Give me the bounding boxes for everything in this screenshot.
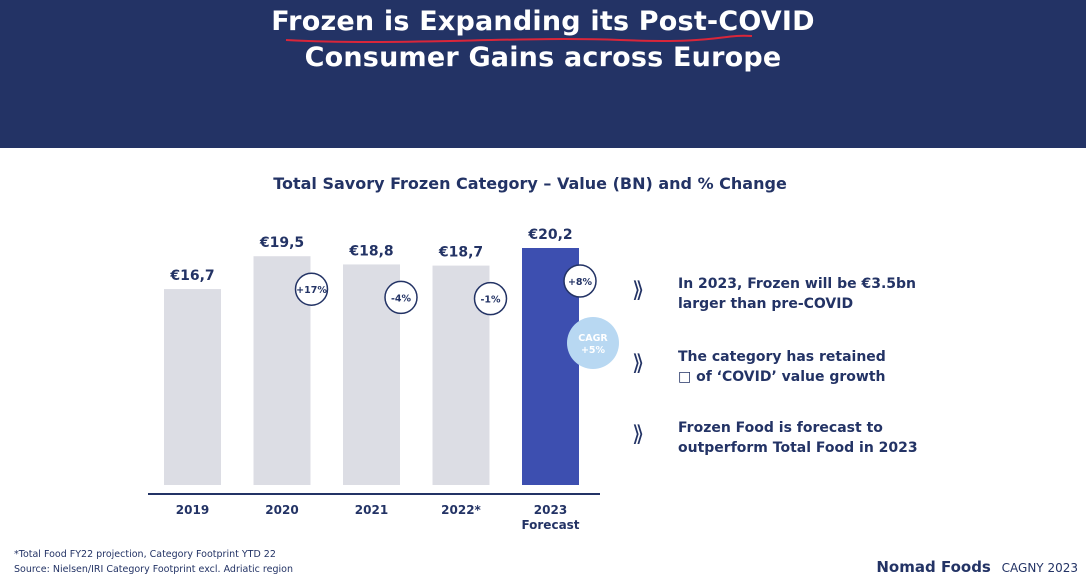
x-tick-label-2019: 2019 (176, 503, 209, 517)
bullet-2-line-1: The category has retained (678, 349, 886, 365)
x-tick-label-2021: 2021 (355, 503, 388, 517)
chevron-double-right-icon: ⟫ (632, 351, 645, 376)
bullet-3-line-2: outperform Total Food in 2023 (678, 440, 918, 456)
event-name: CAGNY 2023 (1001, 561, 1078, 575)
cagr-value: +5% (581, 345, 606, 356)
x-tick-label-2022*: 2022* (441, 503, 481, 517)
cagr-label: CAGR (578, 333, 608, 344)
pct-change-label-2020: +17% (296, 285, 327, 296)
x-tick-sublabel-2023: Forecast (521, 518, 579, 532)
bullet-1-line-2: larger than pre-COVID (678, 296, 854, 312)
bullet-3-line-1: Frozen Food is forecast to (678, 420, 883, 436)
red-underline-annotation (285, 34, 753, 43)
value-label-2021: €18,8 (348, 243, 393, 259)
chevron-double-right-icon: ⟫ (632, 422, 645, 447)
slide-title-line-2: Consumer Gains across Europe (304, 42, 782, 73)
bullet-point-1: ⟫ In 2023, Frozen will be €3.5bn larger … (632, 274, 1052, 320)
pct-change-badge-2022* (473, 281, 508, 316)
bullet-point-2: ⟫ The category has retained □ of ‘COVID’… (632, 347, 1052, 393)
x-tick-label-2023: 2023 (534, 503, 567, 517)
chart-title: Total Savory Frozen Category – Value (BN… (273, 174, 787, 193)
source-note: Source: Nielsen/IRI Category Footprint e… (14, 564, 293, 575)
bar-chart: €16,7 2019 €19,5 2020 +17% €18,8 2021 -4% €18,7 2… (148, 227, 619, 532)
value-label-2022*: €18,7 (438, 245, 483, 261)
bar-2019 (164, 289, 221, 485)
x-tick-label-2020: 2020 (265, 503, 298, 517)
value-label-2019: €16,7 (169, 268, 214, 284)
pct-change-badge-2020 (294, 272, 329, 306)
value-label-2020: €19,5 (259, 235, 304, 251)
chevron-double-right-icon: ⟫ (632, 278, 645, 303)
pct-change-badge-2021 (384, 280, 418, 315)
pct-change-label-2023: +8% (568, 277, 593, 288)
footnote: *Total Food FY22 projection, Category Fo… (14, 549, 276, 560)
pct-change-label-2021: -4% (391, 293, 412, 304)
brand-footer: Nomad Foods CAGNY 2023 (876, 558, 1078, 576)
value-label-2023: €20,2 (527, 227, 572, 243)
cagr-bubble (567, 317, 619, 369)
bullet-1-line-1: In 2023, Frozen will be €3.5bn (678, 276, 917, 292)
brand-name: Nomad Foods (876, 558, 991, 576)
bullet-2-line-2: □ of ‘COVID’ value growth (678, 369, 886, 385)
bullet-point-3: ⟫ Frozen Food is forecast to outperform … (632, 418, 1052, 464)
pct-change-label-2022*: -1% (480, 295, 501, 306)
slide-title-line-1: Frozen is Expanding its Post-COVID (271, 6, 815, 37)
pct-change-badge-2023 (563, 264, 597, 298)
header-banner: Frozen is Expanding its Post-COVID Consu… (0, 0, 1086, 148)
